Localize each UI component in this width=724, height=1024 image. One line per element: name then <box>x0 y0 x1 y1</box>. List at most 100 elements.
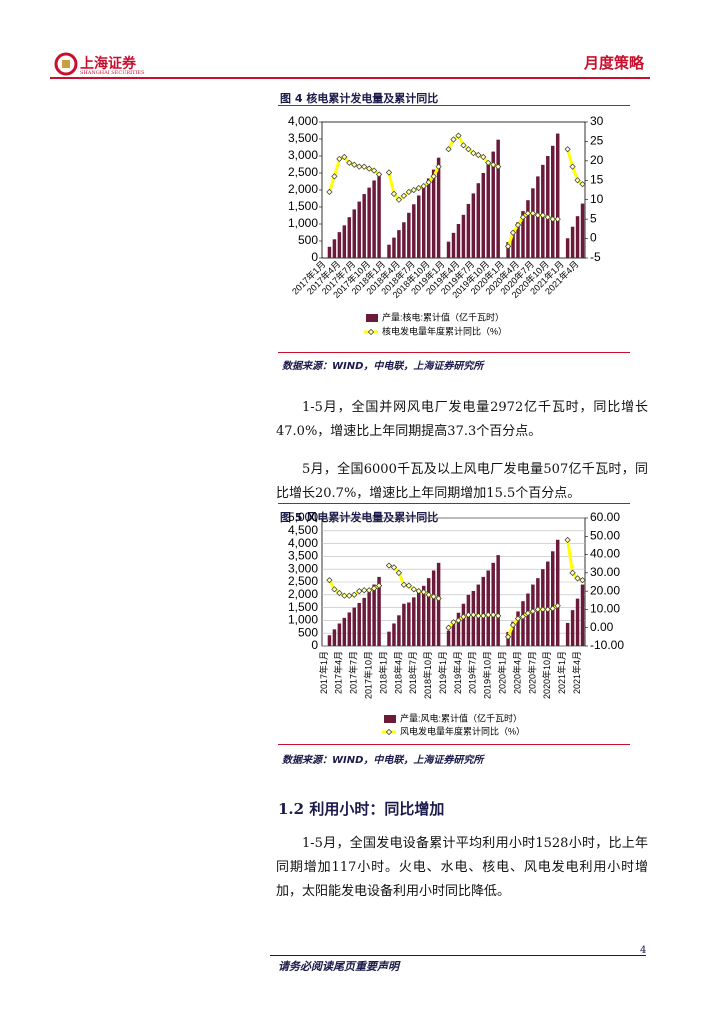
marker <box>455 617 462 624</box>
marker <box>346 159 353 166</box>
bar <box>565 622 570 646</box>
marker <box>490 161 497 168</box>
x-tick-label: 2019年1月 <box>437 651 448 694</box>
marker <box>366 165 373 172</box>
y-tick-label: 4,000 <box>288 536 318 550</box>
bar <box>551 551 555 646</box>
bar <box>372 180 376 258</box>
y-tick-label: 1,000 <box>288 613 318 627</box>
marker <box>519 214 527 221</box>
legend-swatch <box>384 715 396 723</box>
marker <box>425 591 432 598</box>
bar <box>511 621 515 646</box>
marker <box>490 611 497 619</box>
bar <box>521 211 525 258</box>
marker <box>435 163 442 170</box>
y-tick-label: 2,500 <box>288 165 318 179</box>
marker <box>425 179 432 186</box>
bar <box>446 630 451 646</box>
page-number: 4 <box>640 945 647 956</box>
marker <box>385 169 393 176</box>
bar <box>565 238 570 258</box>
marker <box>539 606 546 613</box>
legend-label: 产量:风电:累计值（亿千瓦时） <box>400 712 522 723</box>
bar <box>352 607 356 646</box>
marker <box>371 167 378 174</box>
x-tick-label: 2017年4月 <box>333 651 344 694</box>
bar <box>555 133 560 258</box>
bar <box>580 203 585 258</box>
bar <box>347 612 352 646</box>
bar <box>516 611 520 646</box>
paragraph: 1-5月，全国并网风电厂发电量2972亿千瓦时，同比增长47.0%，增速比上年同… <box>276 400 648 439</box>
marker <box>351 591 358 598</box>
marker <box>331 173 338 180</box>
y-tick-label: 3,500 <box>288 131 318 145</box>
x-tick-label: 2020年1月 <box>496 651 507 694</box>
y-tick-label: 4,500 <box>288 523 318 537</box>
marker <box>395 196 403 203</box>
bar <box>367 592 371 646</box>
marker <box>534 606 541 613</box>
bar <box>486 570 490 646</box>
marker <box>395 569 403 576</box>
marker <box>495 163 502 170</box>
y-tick-label: 1,000 <box>288 216 318 230</box>
x-tick-label: 2021年1月 <box>556 651 567 694</box>
y2-tick-label: 15 <box>590 172 604 186</box>
y2-tick-label: -10.00 <box>590 638 624 652</box>
bar <box>402 222 406 258</box>
figure-rule <box>278 744 630 745</box>
marker <box>385 562 393 569</box>
marker <box>579 577 586 584</box>
bar <box>342 617 347 646</box>
bar <box>387 631 391 646</box>
marker <box>475 151 482 159</box>
bar <box>580 584 585 646</box>
bar <box>575 598 580 646</box>
marker <box>549 605 556 612</box>
bar <box>546 561 550 646</box>
marker <box>346 592 353 599</box>
marker <box>351 161 358 168</box>
bar <box>491 562 495 646</box>
y-tick-label: 1,500 <box>288 600 318 614</box>
marker <box>445 146 452 153</box>
y-tick-label: 3,500 <box>288 549 318 563</box>
x-tick-label: 2020年10月 <box>541 651 552 699</box>
bar <box>397 230 401 258</box>
bar <box>516 222 520 258</box>
bar <box>342 225 347 258</box>
marker <box>544 214 551 221</box>
marker <box>356 163 363 170</box>
marker <box>400 581 407 588</box>
section-heading: 1.2 利用小时：同比增加 <box>278 800 445 818</box>
marker <box>539 212 546 219</box>
bar <box>367 187 371 258</box>
header-rule <box>50 77 650 79</box>
marker <box>336 589 343 597</box>
y-tick-label: 2,000 <box>288 587 318 601</box>
bar <box>570 610 575 646</box>
marker <box>495 612 502 619</box>
logo-en: SHANGHAI SECURITIES <box>80 70 145 76</box>
x-tick-label: 2018年10月 <box>422 651 433 699</box>
bar <box>471 193 476 258</box>
legend-swatch <box>366 314 378 322</box>
bar <box>347 217 352 258</box>
marker <box>455 132 462 139</box>
paragraph: 5月，全国6000千瓦及以上风电厂发电量507亿千瓦时，同比增长20.7%，增速… <box>276 462 648 501</box>
bar <box>456 612 461 646</box>
marker <box>450 136 457 143</box>
bar <box>436 157 441 258</box>
marker <box>420 183 427 190</box>
bar <box>407 602 411 646</box>
figure-rule <box>278 352 630 353</box>
bar <box>421 186 426 258</box>
logo-icon <box>54 52 78 76</box>
bar <box>476 183 481 258</box>
bar <box>436 562 441 646</box>
y2-tick-label: 30.00 <box>590 565 620 579</box>
figure-source: 数据来源：WIND，中电联，上海证券研究所 <box>282 755 484 766</box>
